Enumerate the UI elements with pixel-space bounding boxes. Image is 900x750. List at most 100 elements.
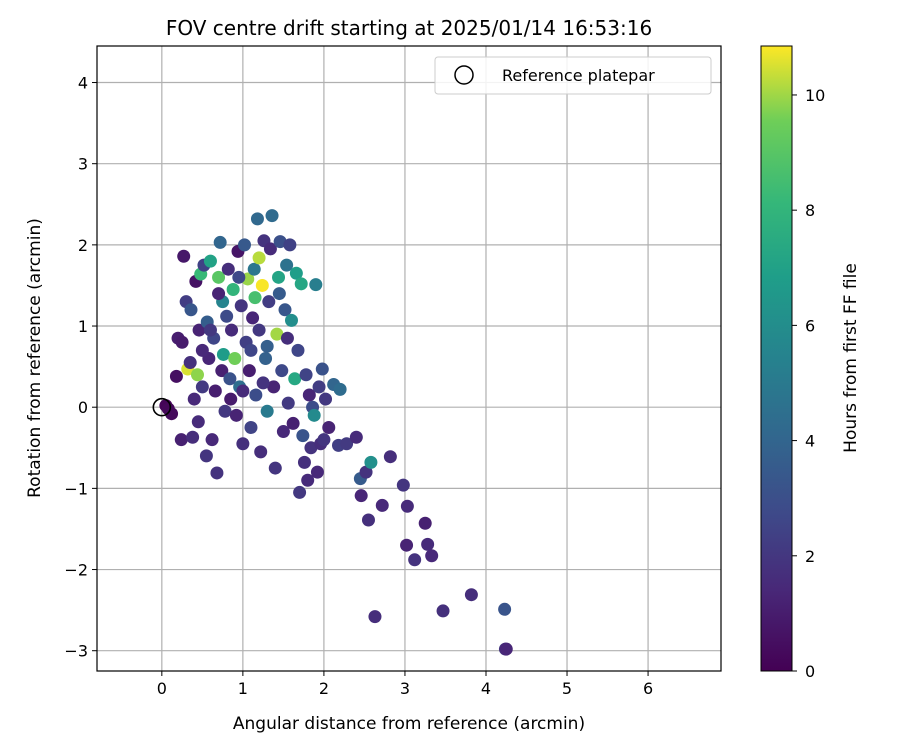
data-point — [244, 420, 258, 434]
data-point — [288, 372, 302, 386]
data-point — [315, 362, 329, 376]
data-point — [302, 388, 316, 402]
data-point — [301, 473, 315, 487]
data-point — [349, 430, 363, 444]
x-axis-ticks: 0 1 2 3 4 5 6 — [157, 671, 653, 698]
legend: Reference platepar — [434, 56, 712, 95]
data-point — [464, 588, 478, 602]
data-point — [340, 437, 354, 451]
data-point — [259, 352, 273, 365]
data-point — [225, 323, 239, 337]
data-point — [195, 343, 209, 357]
data-point — [272, 287, 286, 301]
x-tick-label: 3 — [400, 679, 410, 698]
x-tick-label: 4 — [481, 679, 491, 698]
colorbar-label: Hours from first FF file — [841, 263, 861, 453]
legend-marker — [454, 65, 474, 85]
data-point — [212, 287, 226, 301]
colorbar-tick-label: 10 — [805, 86, 825, 105]
data-point — [174, 433, 188, 447]
data-point — [284, 313, 298, 327]
data-points — [159, 209, 513, 656]
plot-frame — [96, 45, 722, 672]
x-tick-label: 1 — [238, 679, 248, 698]
data-point — [278, 303, 292, 317]
data-point — [229, 408, 243, 422]
data-point — [249, 388, 263, 402]
data-point — [418, 516, 432, 530]
data-point — [319, 392, 333, 406]
data-point — [289, 266, 303, 280]
data-point — [280, 258, 294, 272]
data-point — [203, 323, 217, 337]
data-point — [499, 642, 513, 656]
reference-platepar-point — [152, 397, 172, 417]
data-point — [228, 352, 242, 365]
data-point — [252, 251, 266, 265]
data-point — [213, 235, 227, 249]
data-point — [247, 262, 261, 276]
data-point — [296, 429, 310, 443]
data-point — [304, 441, 318, 455]
data-point — [232, 270, 246, 284]
data-point — [322, 420, 336, 434]
data-point — [421, 537, 435, 551]
data-point — [190, 368, 204, 382]
data-point — [400, 499, 414, 513]
data-point — [210, 466, 224, 480]
y-axis-label: Rotation from reference (arcmin) — [25, 218, 45, 498]
data-point — [333, 382, 347, 396]
data-point — [175, 335, 189, 349]
data-point — [236, 437, 250, 451]
data-point — [359, 465, 373, 479]
data-point — [242, 364, 256, 378]
data-point — [205, 433, 219, 447]
data-point — [276, 425, 290, 439]
colorbar: 0 2 4 6 8 10 Hours from first FF file — [760, 45, 861, 681]
x-tick-label: 2 — [319, 679, 329, 698]
colorbar-tick-label: 0 — [805, 662, 815, 681]
data-point — [400, 538, 414, 552]
data-point — [291, 343, 305, 357]
data-point — [375, 498, 389, 512]
data-point — [498, 602, 512, 616]
data-point — [244, 343, 258, 357]
data-point — [275, 364, 289, 378]
data-point — [361, 513, 375, 527]
data-point — [256, 376, 270, 390]
data-point — [224, 392, 238, 406]
data-point — [212, 270, 226, 284]
data-point — [220, 309, 234, 323]
data-point — [368, 610, 382, 624]
data-point — [183, 356, 197, 370]
data-point — [408, 553, 422, 567]
x-tick-label: 5 — [562, 679, 572, 698]
data-point — [192, 323, 206, 337]
data-point — [396, 478, 410, 492]
x-tick-label: 6 — [643, 679, 653, 698]
x-tick-label: 0 — [157, 679, 167, 698]
y-tick-label: 2 — [78, 236, 88, 255]
data-point — [307, 408, 321, 422]
data-point — [265, 209, 279, 223]
reference-marker — [152, 397, 172, 417]
data-point — [299, 368, 313, 382]
colorbar-tick-label: 2 — [805, 547, 815, 566]
data-point — [254, 445, 268, 459]
colorbar-tick-label: 4 — [805, 432, 815, 451]
data-point — [250, 212, 264, 226]
data-point — [425, 549, 439, 563]
colorbar-ticks: 0 2 4 6 8 10 — [792, 86, 825, 681]
data-point — [255, 278, 269, 292]
data-point — [268, 461, 282, 475]
data-point — [283, 238, 297, 252]
data-point — [260, 404, 274, 418]
data-point — [272, 270, 286, 284]
data-point — [297, 455, 311, 469]
data-point — [252, 323, 266, 337]
data-point — [286, 416, 300, 430]
legend-label: Reference platepar — [502, 66, 655, 85]
data-point — [263, 242, 277, 256]
data-point — [186, 430, 200, 444]
